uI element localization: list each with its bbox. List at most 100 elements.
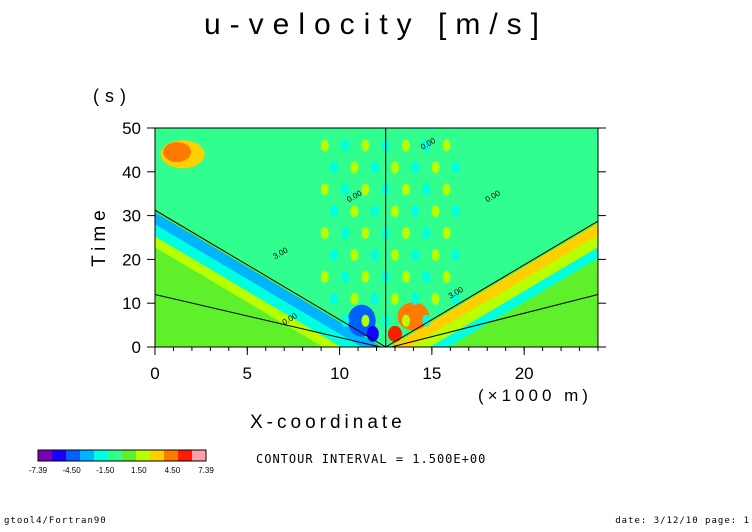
colorbar-swatch bbox=[52, 450, 66, 461]
oscillation-spot bbox=[451, 292, 460, 305]
oscillation-spot bbox=[431, 292, 440, 305]
oscillation-spot bbox=[451, 205, 460, 218]
colorbar-swatch bbox=[136, 450, 150, 461]
oscillation-spot bbox=[341, 227, 350, 240]
negative-blob bbox=[347, 304, 376, 337]
oscillation-spot bbox=[390, 205, 399, 218]
oscillation-spot bbox=[442, 270, 451, 283]
x-tick-label: 15 bbox=[422, 364, 441, 383]
oscillation-spot bbox=[320, 139, 329, 152]
oscillation-spot bbox=[320, 227, 329, 240]
x-tick-label: 10 bbox=[330, 364, 349, 383]
x-axis-label: X-coordinate bbox=[250, 412, 406, 433]
oscillation-spot bbox=[341, 139, 350, 152]
oscillation-spot bbox=[422, 314, 431, 327]
oscillation-spot bbox=[422, 227, 431, 240]
colorbar-label: -7.39 bbox=[29, 466, 48, 475]
oscillation-spot bbox=[442, 139, 451, 152]
oscillation-spot bbox=[361, 183, 370, 196]
oscillation-spot bbox=[370, 205, 379, 218]
oscillation-spot bbox=[381, 270, 390, 283]
plot-area: 0.00 0.00 3.00 3.00 0.00 0.00 bbox=[155, 128, 598, 347]
footer-right: date: 3/12/10 page: 1 bbox=[615, 516, 750, 526]
colorbar-label: 7.39 bbox=[198, 466, 214, 475]
oscillation-spot bbox=[390, 249, 399, 262]
oscillation-spot bbox=[330, 249, 339, 262]
oscillation-spot bbox=[411, 205, 420, 218]
oscillation-spot bbox=[350, 292, 359, 305]
contour-label: 3.00 bbox=[447, 285, 465, 301]
y-tick-label: 30 bbox=[122, 207, 141, 226]
footer-left: gtool4/Fortran90 bbox=[4, 516, 107, 526]
oscillation-spot bbox=[341, 270, 350, 283]
oscillation-spot bbox=[330, 205, 339, 218]
oscillation-spot bbox=[381, 227, 390, 240]
colorbar-label: -4.50 bbox=[62, 466, 81, 475]
oscillation-spot bbox=[411, 249, 420, 262]
oscillation-spot bbox=[451, 161, 460, 174]
top-left-core bbox=[163, 142, 192, 163]
x-tick-label: 0 bbox=[150, 364, 159, 383]
top-left-blob bbox=[160, 140, 205, 169]
y-tick-label: 20 bbox=[122, 250, 141, 269]
oscillation-spot bbox=[402, 139, 411, 152]
colorbar-swatch bbox=[66, 450, 80, 461]
oscillation-spot bbox=[370, 249, 379, 262]
oscillation-spot bbox=[431, 161, 440, 174]
colorbar-swatch bbox=[150, 450, 164, 461]
oscillation-spot bbox=[402, 227, 411, 240]
oscillation-spot bbox=[431, 249, 440, 262]
x-tick-label: 20 bbox=[515, 364, 534, 383]
oscillation-spot bbox=[381, 314, 390, 327]
colorbar-label: 1.50 bbox=[131, 466, 147, 475]
y-tick-label: 40 bbox=[122, 163, 141, 182]
plot-frame bbox=[154, 127, 599, 348]
contour-interval-text: CONTOUR INTERVAL = 1.500E+00 bbox=[256, 452, 487, 466]
oscillation-spot bbox=[341, 314, 350, 327]
positive-blob bbox=[397, 302, 430, 331]
oscillation-spot bbox=[361, 227, 370, 240]
positive-core bbox=[387, 325, 402, 342]
oscillation-spot bbox=[402, 183, 411, 196]
oscillation-spot bbox=[422, 270, 431, 283]
colorbar-frame bbox=[37, 449, 207, 462]
oscillation-spot bbox=[330, 292, 339, 305]
oscillation-spot bbox=[402, 314, 411, 327]
right-wing-inner bbox=[389, 223, 598, 347]
contour-label: 0.00 bbox=[484, 188, 502, 204]
left-wing-middle bbox=[155, 212, 383, 347]
oscillation-spot bbox=[350, 249, 359, 262]
contour-left-front bbox=[155, 209, 386, 347]
oscillation-spot bbox=[422, 139, 431, 152]
colorbar-swatch bbox=[80, 450, 94, 461]
colorbar-swatch bbox=[108, 450, 122, 461]
oscillation-spot bbox=[350, 161, 359, 174]
oscillation-spot bbox=[381, 139, 390, 152]
x-tick-label: 5 bbox=[243, 364, 252, 383]
oscillation-spot bbox=[442, 183, 451, 196]
right-wing-outer bbox=[389, 223, 598, 347]
oscillation-spot bbox=[411, 161, 420, 174]
contour-label: 0.00 bbox=[419, 136, 437, 152]
contour-right-base bbox=[391, 293, 598, 347]
x-axis-unit: (×1000 m) bbox=[478, 386, 592, 405]
oscillation-spot bbox=[411, 292, 420, 305]
colorbar-swatch bbox=[122, 450, 136, 461]
contour-left-base bbox=[155, 293, 381, 347]
contour-label: 3.00 bbox=[271, 245, 289, 261]
colorbar-swatch bbox=[192, 450, 206, 461]
y-tick-label: 50 bbox=[122, 119, 141, 138]
colorbar-label: 4.50 bbox=[165, 466, 181, 475]
oscillation-spot bbox=[402, 270, 411, 283]
negative-core bbox=[366, 325, 379, 342]
colorbar-swatch bbox=[38, 450, 52, 461]
oscillation-spot bbox=[422, 183, 431, 196]
oscillation-spot bbox=[350, 205, 359, 218]
oscillation-spot bbox=[390, 161, 399, 174]
oscillation-spot bbox=[361, 270, 370, 283]
colorbar-label: -1.50 bbox=[96, 466, 115, 475]
oscillation-spot bbox=[320, 183, 329, 196]
oscillation-spot bbox=[381, 183, 390, 196]
contour-right-front bbox=[385, 220, 598, 347]
right-wing-middle bbox=[389, 223, 598, 347]
